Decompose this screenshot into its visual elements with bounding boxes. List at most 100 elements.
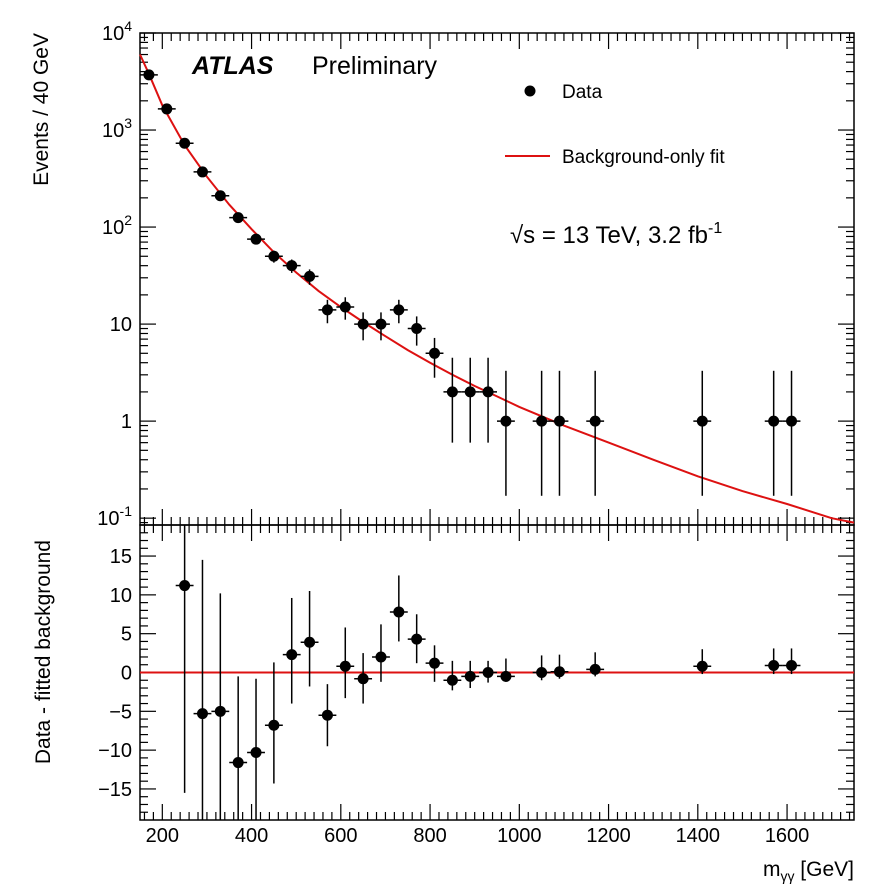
residual-point: [268, 719, 280, 731]
bottom-y-tick-label: 15: [110, 546, 132, 568]
data-point: [553, 415, 565, 427]
residual-point: [464, 670, 476, 682]
top-y-tick-label-base: 10: [102, 217, 124, 239]
data-point: [250, 233, 262, 245]
top-y-tick-label-exp: 2: [124, 212, 132, 228]
bottom-y-tick-label: −5: [109, 701, 132, 723]
x-axis-title-unit: [GeV]: [794, 858, 854, 881]
top-y-tick-label-exp: -1: [120, 503, 133, 519]
energy-label-sup: -1: [708, 220, 722, 237]
data-point: [446, 386, 458, 398]
residual-point: [482, 667, 494, 678]
data-point: [375, 318, 387, 330]
residual-point: [250, 746, 262, 758]
x-tick-label: 400: [235, 825, 268, 847]
data-point: [286, 260, 298, 272]
atlas-sublabel: Preliminary: [312, 52, 438, 80]
data-point: [196, 166, 208, 178]
residual-point: [553, 666, 565, 678]
residual-point: [768, 660, 780, 672]
top-y-axis-title: Events / 40 GeV: [30, 33, 53, 186]
x-axis-title: mγγ [GeV]: [763, 858, 854, 884]
data-point: [143, 69, 155, 81]
residual-point: [500, 670, 512, 682]
top-y-tick-label-base: 10: [97, 508, 119, 530]
data-point: [786, 415, 798, 427]
x-tick-label: 1000: [497, 825, 542, 847]
residual-point: [696, 660, 708, 672]
bottom-y-tick-label: 10: [110, 585, 132, 607]
data-point: [339, 301, 351, 313]
residual-point: [214, 705, 226, 717]
data-point: [500, 415, 512, 427]
x-axis-title-base: m: [763, 858, 781, 881]
x-tick-label: 600: [324, 825, 357, 847]
data-point: [411, 323, 423, 335]
top-y-tick-label-base: 10: [110, 314, 132, 336]
residual-point: [232, 757, 244, 769]
top-y-tick-label: 104: [102, 18, 132, 45]
residual-point: [196, 708, 208, 720]
bottom-y-axis-title: Data - fitted background: [32, 540, 55, 764]
residual-point: [304, 636, 316, 648]
data-point: [304, 270, 316, 282]
bottom-y-tick-label: −10: [98, 740, 132, 762]
data-point: [393, 304, 405, 316]
residual-point: [286, 649, 298, 661]
residual-point: [446, 674, 458, 686]
data-point: [768, 415, 780, 427]
bottom-y-tick-label: 0: [121, 663, 132, 685]
x-tick-label: 800: [413, 825, 446, 847]
legend-data-marker: [524, 85, 536, 97]
data-point: [161, 103, 173, 115]
residual-point: [321, 709, 333, 721]
energy-label-text: √s = 13 TeV, 3.2 fb: [510, 222, 708, 249]
residual-point: [536, 667, 548, 678]
bottom-y-tick-label: 5: [121, 624, 132, 646]
top-y-tick-label-base: 10: [102, 120, 124, 142]
top-y-tick-label-exp: 3: [124, 115, 132, 131]
data-point: [464, 386, 476, 398]
x-tick-label: 1400: [676, 825, 721, 847]
atlas-label: ATLAS: [191, 52, 274, 80]
x-tick-label: 1600: [765, 825, 810, 847]
residual-point: [339, 660, 351, 672]
top-plot-area: [139, 54, 855, 524]
data-point: [536, 415, 548, 427]
x-axis-title-sub: γγ: [780, 868, 794, 884]
bottom-axis-ticks: 15 10 5 0 −5 −10 −15 200 400 600 800 1000 1200 1400 16…: [98, 525, 854, 847]
data-point: [696, 415, 708, 427]
residual-point: [375, 651, 387, 663]
top-y-tick-label: 10: [110, 314, 132, 336]
bottom-plot-area: [140, 525, 854, 820]
residual-point: [179, 580, 191, 592]
bottom-y-tick-label: −15: [98, 779, 132, 801]
data-point: [357, 318, 369, 330]
x-tick-label: 200: [146, 825, 179, 847]
top-y-tick-label-base: 1: [121, 411, 132, 433]
energy-label: √s = 13 TeV, 3.2 fb-1: [510, 220, 722, 249]
data-point: [214, 190, 226, 202]
top-y-tick-label-exp: 4: [124, 18, 132, 34]
residual-point: [786, 660, 798, 672]
x-tick-label: 1200: [586, 825, 631, 847]
data-point: [232, 212, 244, 224]
top-y-tick-label-base: 10: [102, 23, 124, 45]
top-y-tick-label: 103: [102, 115, 132, 142]
legend-fit-label: Background-only fit: [562, 147, 725, 168]
data-point: [429, 347, 441, 359]
legend-data-label: Data: [562, 82, 603, 103]
data-point: [589, 415, 601, 427]
residual-point: [411, 633, 423, 645]
data-point: [268, 250, 280, 262]
residual-point: [589, 663, 601, 675]
top-panel-frame: [139, 32, 855, 526]
data-point: [179, 137, 191, 149]
top-y-tick-label: 1: [121, 411, 132, 433]
data-point: [482, 386, 494, 398]
residual-point: [429, 657, 441, 669]
top-y-tick-label: 10-1: [97, 503, 132, 530]
top-y-tick-label: 102: [102, 212, 132, 239]
